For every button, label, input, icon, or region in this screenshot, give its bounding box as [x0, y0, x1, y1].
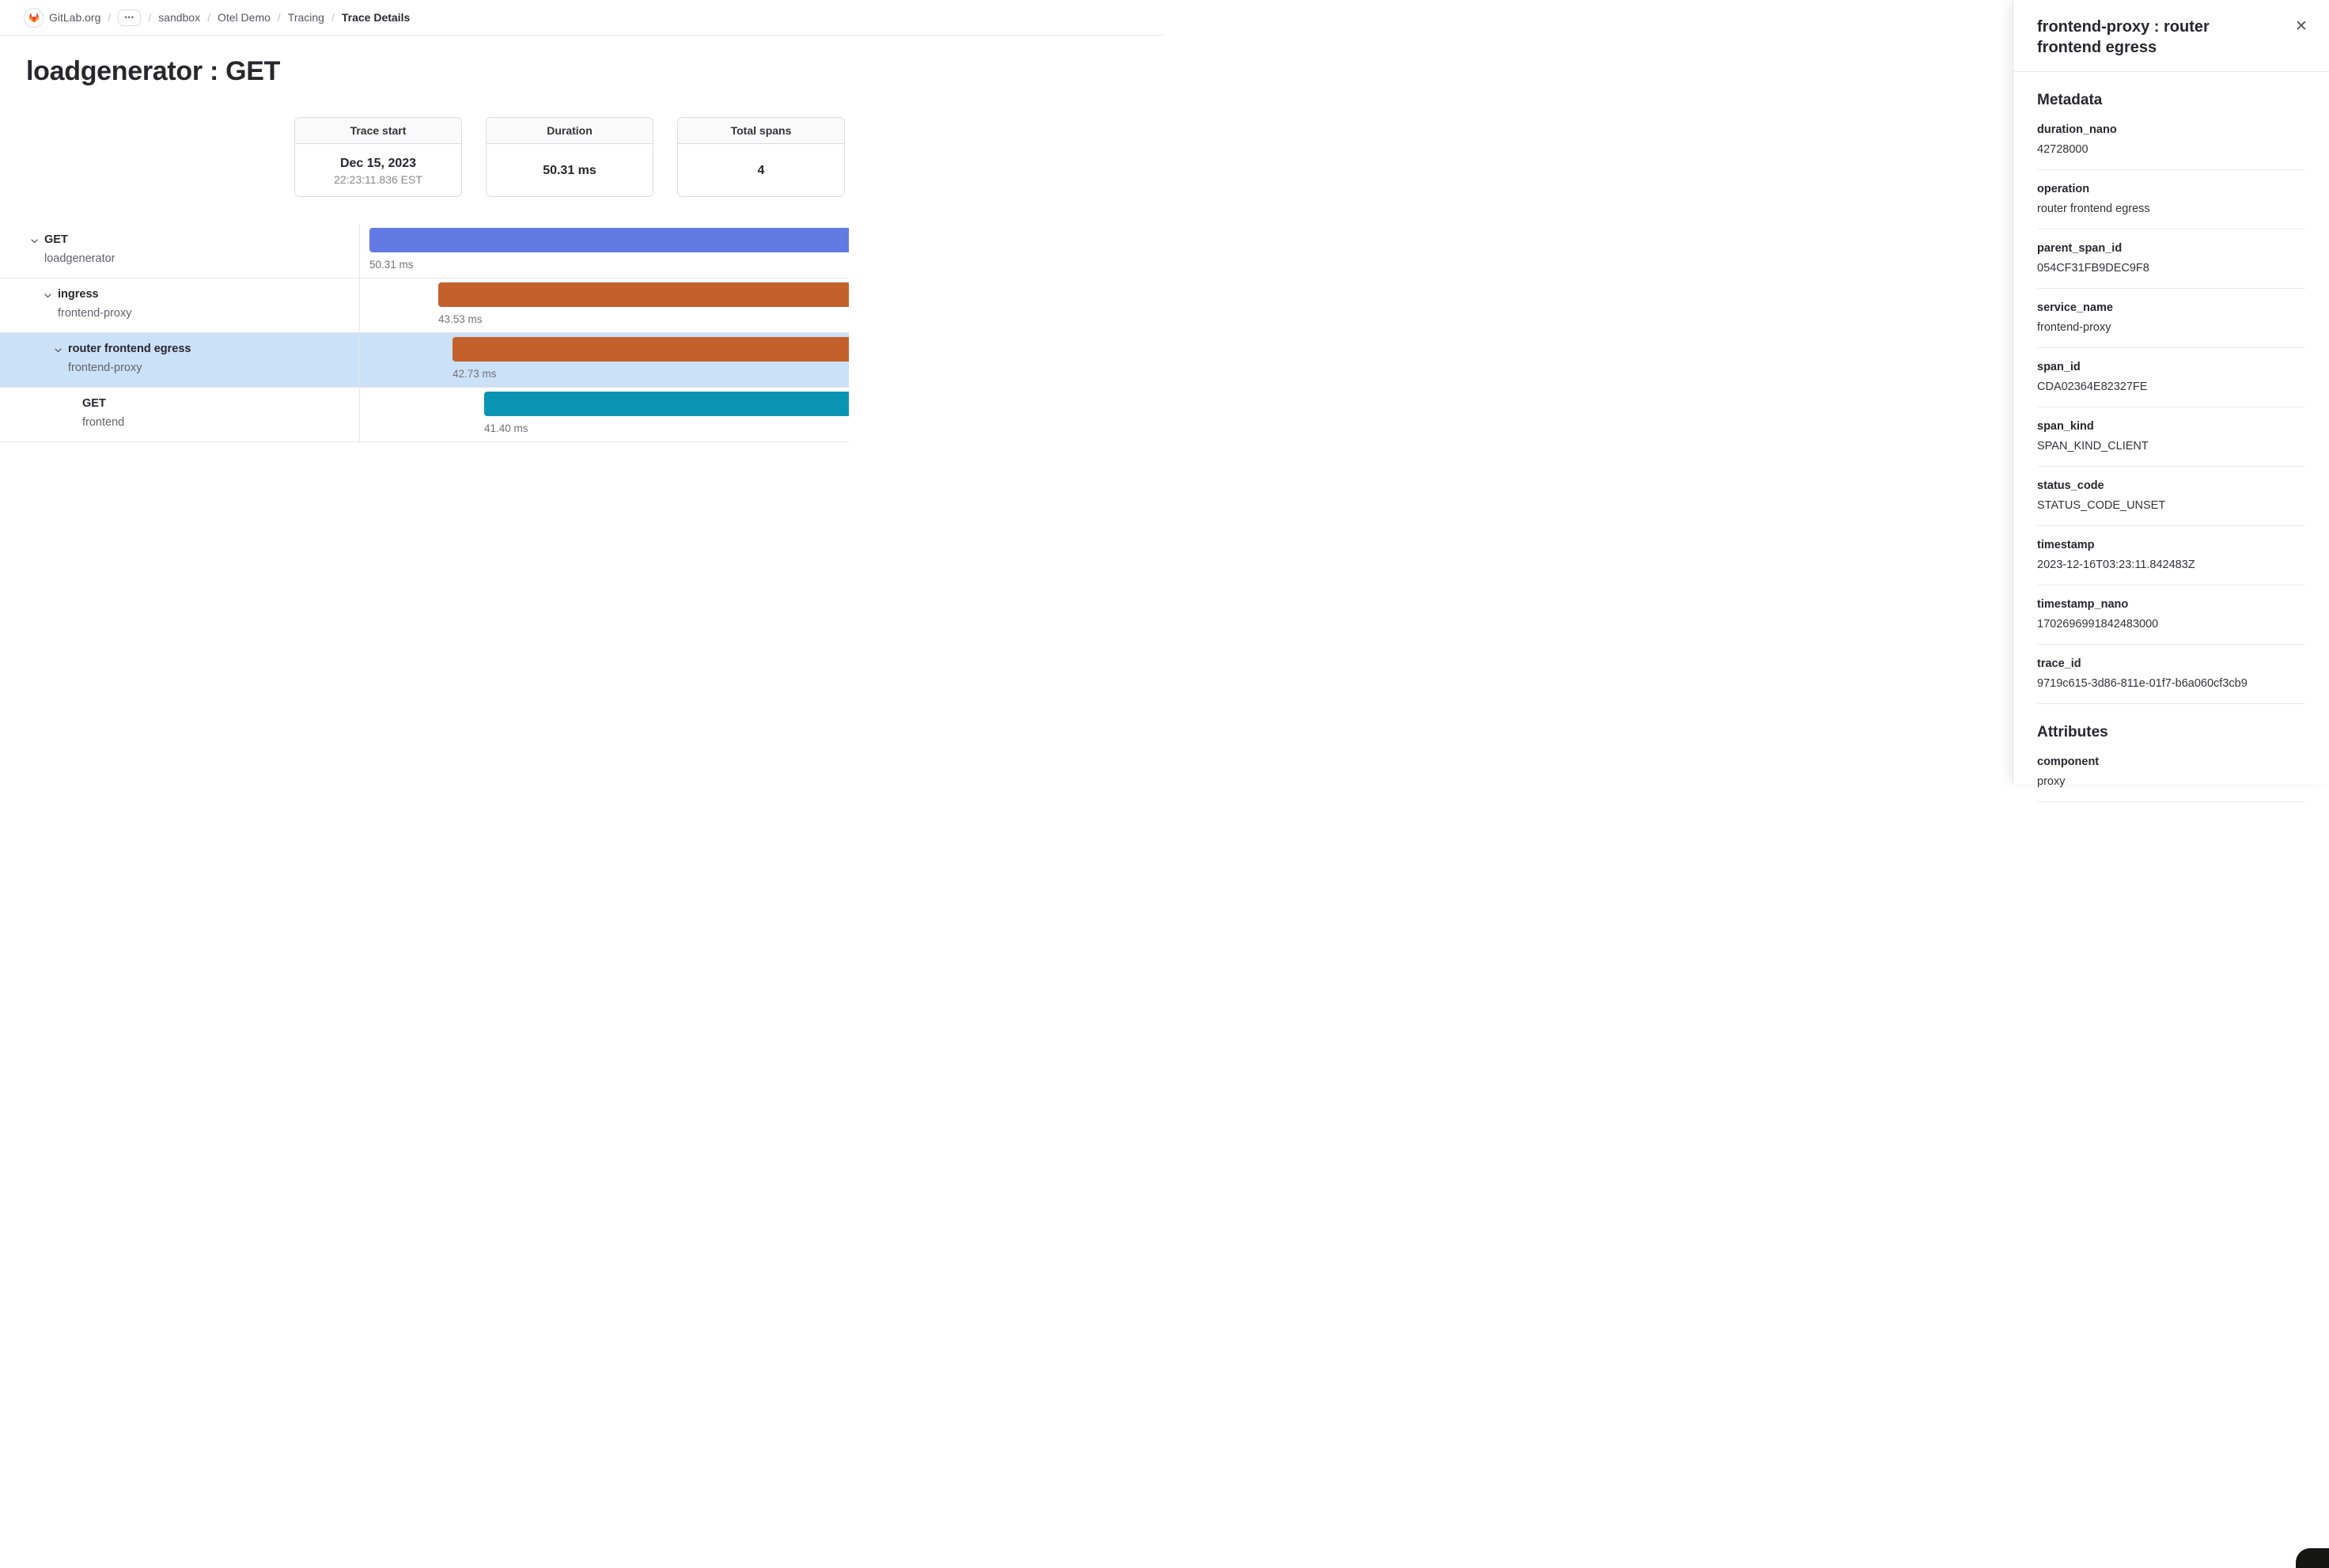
breadcrumb-separator: /	[331, 11, 335, 24]
gitlab-logo-icon	[24, 7, 44, 28]
span-duration-bar[interactable]	[438, 282, 849, 307]
duration-value: 50.31 ms	[543, 164, 596, 177]
chevron-down-icon[interactable]	[44, 291, 52, 300]
close-icon[interactable]: ✕	[2291, 16, 2312, 36]
attributes-section-heading: Attributes	[2037, 723, 2108, 740]
trace-details-main: loadgenerator : GET Trace start Dec 15, …	[0, 56, 849, 442]
field-key: duration_nano	[2037, 123, 2117, 136]
field-value: CDA02364E82327FE	[2037, 380, 2148, 393]
waterfall-column-divider	[359, 224, 360, 442]
trace-start-time: 22:23:11.836 EST	[334, 172, 422, 186]
metadata-field: span_kind SPAN_KIND_CLIENT	[2037, 407, 2305, 467]
metadata-field: parent_span_id 054CF31FB9DEC9F8	[2037, 229, 2305, 289]
field-value: router frontend egress	[2037, 202, 2150, 215]
field-key: component	[2037, 755, 2100, 768]
span-duration-bar[interactable]	[484, 392, 849, 416]
breadcrumb-link-tracing[interactable]: Tracing	[287, 11, 324, 24]
breadcrumb-link-sandbox[interactable]: sandbox	[158, 11, 201, 24]
breadcrumb-root[interactable]: GitLab.org	[24, 7, 101, 28]
span-service: loadgenerator	[44, 252, 116, 265]
breadcrumb-link-otel-demo[interactable]: Otel Demo	[217, 11, 271, 24]
trace-start-date: Dec 15, 2023	[339, 156, 417, 170]
metadata-section-heading: Metadata	[2037, 91, 2103, 108]
span-row-ingress-frontend-proxy[interactable]: ingress frontend-proxy 43.53 ms	[0, 278, 849, 333]
field-value: proxy	[2037, 775, 2066, 788]
trace-summary-cards: Trace start Dec 15, 2023 22:23:11.836 ES…	[294, 117, 849, 197]
duration-card-label: Duration	[487, 118, 653, 144]
span-duration-label: 41.40 ms	[484, 422, 528, 434]
duration-card: Duration 50.31 ms	[486, 117, 653, 197]
field-key: span_id	[2037, 360, 2081, 373]
metadata-field: timestamp_nano 1702696991842483000	[2037, 585, 2305, 645]
chevron-down-icon[interactable]	[54, 346, 62, 354]
metadata-field: trace_id 9719c615-3d86-811e-01f7-b6a060c…	[2037, 645, 2305, 704]
trace-start-card-label: Trace start	[295, 118, 461, 144]
span-duration-label: 42.73 ms	[453, 368, 497, 380]
field-value: 1702696991842483000	[2037, 617, 2159, 631]
metadata-field: duration_nano 42728000	[2037, 111, 2305, 170]
field-key: timestamp	[2037, 538, 2095, 551]
breadcrumb-ellipsis-button[interactable]: •••	[118, 9, 142, 26]
span-service: frontend	[82, 415, 125, 429]
page-title: loadgenerator : GET	[26, 56, 281, 86]
breadcrumb-separator: /	[108, 11, 112, 24]
drawer-header: frontend-proxy : router frontend egress …	[2013, 0, 2329, 72]
span-row-get-frontend[interactable]: GET frontend 41.40 ms	[0, 388, 849, 442]
span-row-get-loadgenerator[interactable]: GET loadgenerator 50.31 ms	[0, 224, 849, 278]
metadata-field: span_id CDA02364E82327FE	[2037, 348, 2305, 407]
span-operation: router frontend egress	[68, 343, 191, 355]
ellipsis-icon: •••	[124, 13, 134, 21]
drawer-body: Metadata duration_nano 42728000 operatio…	[2013, 92, 2329, 802]
dark-corner-overlay	[2296, 1548, 2329, 1568]
metadata-field: timestamp 2023-12-16T03:23:11.842483Z	[2037, 526, 2305, 585]
breadcrumb-separator: /	[148, 11, 152, 24]
field-key: span_kind	[2037, 419, 2094, 433]
metadata-field: status_code STATUS_CODE_UNSET	[2037, 467, 2305, 526]
field-value: 42728000	[2037, 142, 2089, 156]
field-value: STATUS_CODE_UNSET	[2037, 498, 2166, 512]
chevron-down-icon[interactable]	[30, 237, 39, 245]
field-key: service_name	[2037, 301, 2113, 314]
total-spans-card-label: Total spans	[678, 118, 844, 144]
field-key: operation	[2037, 182, 2090, 195]
span-service: frontend-proxy	[68, 361, 142, 374]
breadcrumb-link-gitlab-org[interactable]: GitLab.org	[49, 11, 101, 24]
field-value: frontend-proxy	[2037, 320, 2111, 334]
field-key: timestamp_nano	[2037, 597, 2129, 611]
breadcrumb-current-trace-details: Trace Details	[341, 11, 411, 24]
metadata-field: service_name frontend-proxy	[2037, 289, 2305, 348]
field-key: trace_id	[2037, 657, 2081, 670]
trace-start-card: Trace start Dec 15, 2023 22:23:11.836 ES…	[294, 117, 462, 197]
field-key: parent_span_id	[2037, 241, 2123, 255]
total-spans-card: Total spans 4	[677, 117, 845, 197]
span-operation: GET	[82, 397, 106, 410]
span-duration-bar[interactable]	[453, 337, 849, 362]
breadcrumb-separator: /	[277, 11, 281, 24]
span-duration-bar[interactable]	[369, 228, 849, 252]
breadcrumb-bar: GitLab.org / ••• / sandbox / Otel Demo /…	[0, 0, 1164, 36]
span-details-drawer: frontend-proxy : router frontend egress …	[2013, 0, 2329, 802]
field-value: 054CF31FB9DEC9F8	[2037, 261, 2149, 275]
span-waterfall: GET loadgenerator 50.31 ms ingress front…	[0, 224, 849, 442]
breadcrumb-separator: /	[207, 11, 210, 24]
field-value: 9719c615-3d86-811e-01f7-b6a060cf3cb9	[2037, 676, 2248, 690]
attribute-field: component proxy	[2037, 743, 2305, 802]
field-key: status_code	[2037, 479, 2104, 492]
total-spans-value: 4	[757, 164, 765, 177]
span-duration-label: 43.53 ms	[438, 313, 483, 325]
breadcrumb: GitLab.org / ••• / sandbox / Otel Demo /…	[24, 7, 411, 28]
field-value: SPAN_KIND_CLIENT	[2037, 439, 2149, 453]
span-operation: ingress	[58, 288, 99, 301]
field-value: 2023-12-16T03:23:11.842483Z	[2037, 558, 2195, 571]
span-operation: GET	[44, 233, 68, 246]
drawer-title: frontend-proxy : router frontend egress	[2037, 18, 2210, 57]
metadata-field: operation router frontend egress	[2037, 170, 2305, 229]
span-service: frontend-proxy	[58, 306, 132, 320]
span-row-router-frontend-egress-selected[interactable]: router frontend egress frontend-proxy 42…	[0, 333, 849, 388]
span-duration-label: 50.31 ms	[369, 259, 414, 271]
